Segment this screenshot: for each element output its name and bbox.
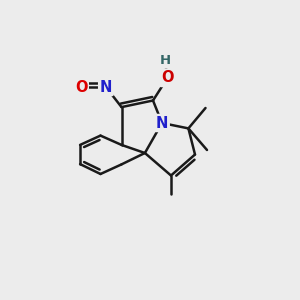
Text: N: N — [100, 80, 112, 94]
Text: H: H — [159, 54, 171, 67]
Text: O: O — [161, 70, 174, 86]
Text: O: O — [75, 80, 87, 94]
Text: N: N — [156, 116, 168, 130]
